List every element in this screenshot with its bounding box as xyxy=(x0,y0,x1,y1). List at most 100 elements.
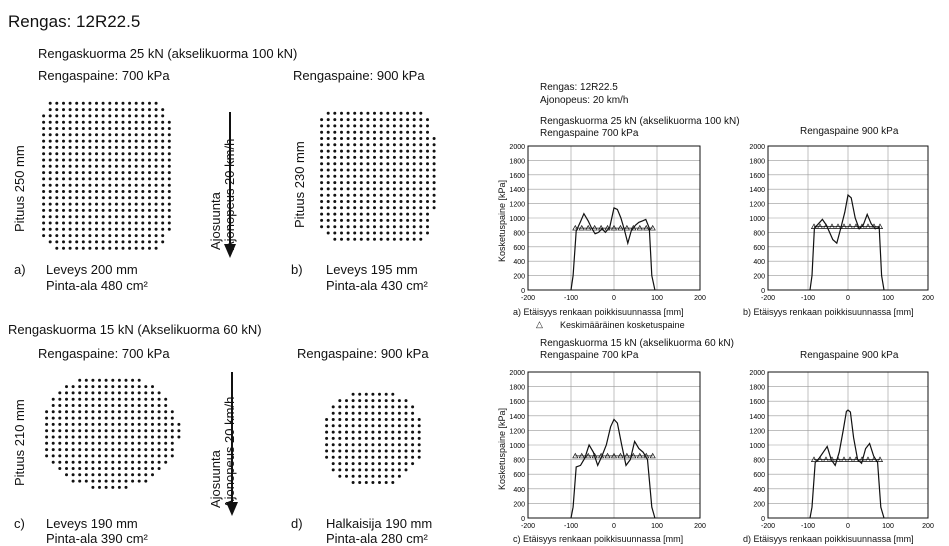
footprint-dot xyxy=(137,435,141,439)
mean-pressure-marker xyxy=(852,456,860,462)
footprint-dot xyxy=(384,399,388,403)
footprint-dot xyxy=(331,411,335,415)
footprint-dot xyxy=(114,208,118,212)
footprint-dot xyxy=(101,208,105,212)
footprint-dot xyxy=(366,231,370,235)
footprint-dot xyxy=(124,422,128,426)
x-tick-label: 200 xyxy=(922,295,934,302)
footprint-dot xyxy=(161,152,165,156)
footprint-dot xyxy=(75,101,79,105)
footprint-dot xyxy=(366,212,370,216)
footprint-dot xyxy=(62,202,65,206)
footprint-dot xyxy=(98,467,101,470)
footprint-dot xyxy=(346,174,350,178)
footprint-dot xyxy=(108,196,112,200)
footprint-dot xyxy=(91,385,95,389)
footprint-dot xyxy=(108,101,112,105)
mean-pressure-marker xyxy=(630,224,637,231)
footprint-dot xyxy=(373,206,376,210)
pressure-label-d: Rengaspaine: 900 kPa xyxy=(297,346,429,361)
footprint-dot xyxy=(386,130,390,134)
footprint-dot xyxy=(326,130,330,134)
footprint-dot xyxy=(55,158,59,162)
footprint-dot xyxy=(148,139,151,143)
footprint-dot xyxy=(75,190,79,193)
footprint-dot xyxy=(379,149,383,153)
footprint-dot xyxy=(371,481,375,484)
footprint-dot xyxy=(117,391,121,395)
footprint-dot xyxy=(128,202,132,206)
footprint-dot xyxy=(164,441,168,445)
footprint-dot xyxy=(167,215,171,219)
footprint-dot xyxy=(392,130,396,134)
mean-pressure-marker xyxy=(610,452,618,459)
footprint-dot xyxy=(71,422,75,426)
footprint-dot xyxy=(386,124,390,128)
footprint-dot xyxy=(406,231,410,235)
footprint-dot xyxy=(148,177,151,181)
footprint-dot xyxy=(124,378,128,382)
footprint-dot xyxy=(121,221,125,225)
footprint-dot xyxy=(371,468,375,472)
footprint-dot xyxy=(340,200,343,203)
footprint-dot xyxy=(432,137,436,140)
footprint-dot xyxy=(81,139,85,143)
footprint-dot xyxy=(117,422,121,426)
footprint-dot xyxy=(128,196,132,200)
footprint-dot xyxy=(384,449,388,453)
y-tick-label: 800 xyxy=(513,230,525,237)
footprint-dot xyxy=(151,448,154,452)
footprint-dot xyxy=(95,108,98,112)
footprint-dot xyxy=(359,193,363,197)
footprint-dot xyxy=(397,449,401,453)
footprint-dot xyxy=(55,139,59,143)
footprint-dot xyxy=(91,479,95,483)
footprint-dot xyxy=(121,215,125,219)
y-tick-label: 800 xyxy=(513,458,525,465)
footprint-dot xyxy=(104,404,108,407)
footprint-dot xyxy=(164,435,168,439)
footprint-dot xyxy=(108,133,112,137)
footprint-dot xyxy=(144,479,148,483)
footprint-dot xyxy=(379,174,383,178)
footprint-dot xyxy=(345,455,348,459)
footprint-dot xyxy=(148,145,151,149)
footprint-dot xyxy=(81,127,85,130)
footprint-dot xyxy=(412,218,416,222)
footprint-dot xyxy=(117,467,121,470)
footprint-dot xyxy=(128,234,132,238)
y-tick-label: 1400 xyxy=(749,187,765,194)
footprint-dot xyxy=(340,162,343,166)
footprint-dot xyxy=(75,133,79,137)
footprint-dot xyxy=(141,215,145,219)
footprint-dot xyxy=(95,158,98,162)
footprint-dot xyxy=(406,143,410,147)
footprint-dot xyxy=(154,196,158,200)
footprint-dot xyxy=(42,145,46,149)
footprint-dot xyxy=(51,410,55,414)
footprint-dot xyxy=(379,124,383,128)
footprint-dot xyxy=(371,392,375,396)
footprint-dot xyxy=(128,246,132,250)
footprint-dot xyxy=(325,436,329,440)
footprint-dot xyxy=(134,202,138,206)
footprint-dot xyxy=(134,196,138,200)
footprint-dot xyxy=(154,108,158,112)
footprint-dot xyxy=(68,208,72,212)
footprint-dot xyxy=(351,392,355,396)
footprint-dot xyxy=(154,164,158,168)
footprint-dot xyxy=(131,479,135,483)
footprint-dot xyxy=(366,118,370,122)
y-tick-label: 1600 xyxy=(509,173,525,180)
footprint-dot xyxy=(114,120,118,124)
footprint-dot xyxy=(161,177,165,181)
footprint-dot xyxy=(170,429,174,433)
footprint-dot xyxy=(326,124,330,128)
footprint-dot xyxy=(340,218,343,222)
footprint-dot xyxy=(117,410,121,414)
chart-xlabel-c: c) Etäisyys renkaan poikkisuunnassa [mm] xyxy=(513,534,684,544)
footprint-dot xyxy=(419,162,423,166)
footprint-dot xyxy=(366,181,370,185)
footprint-dot xyxy=(346,143,350,147)
